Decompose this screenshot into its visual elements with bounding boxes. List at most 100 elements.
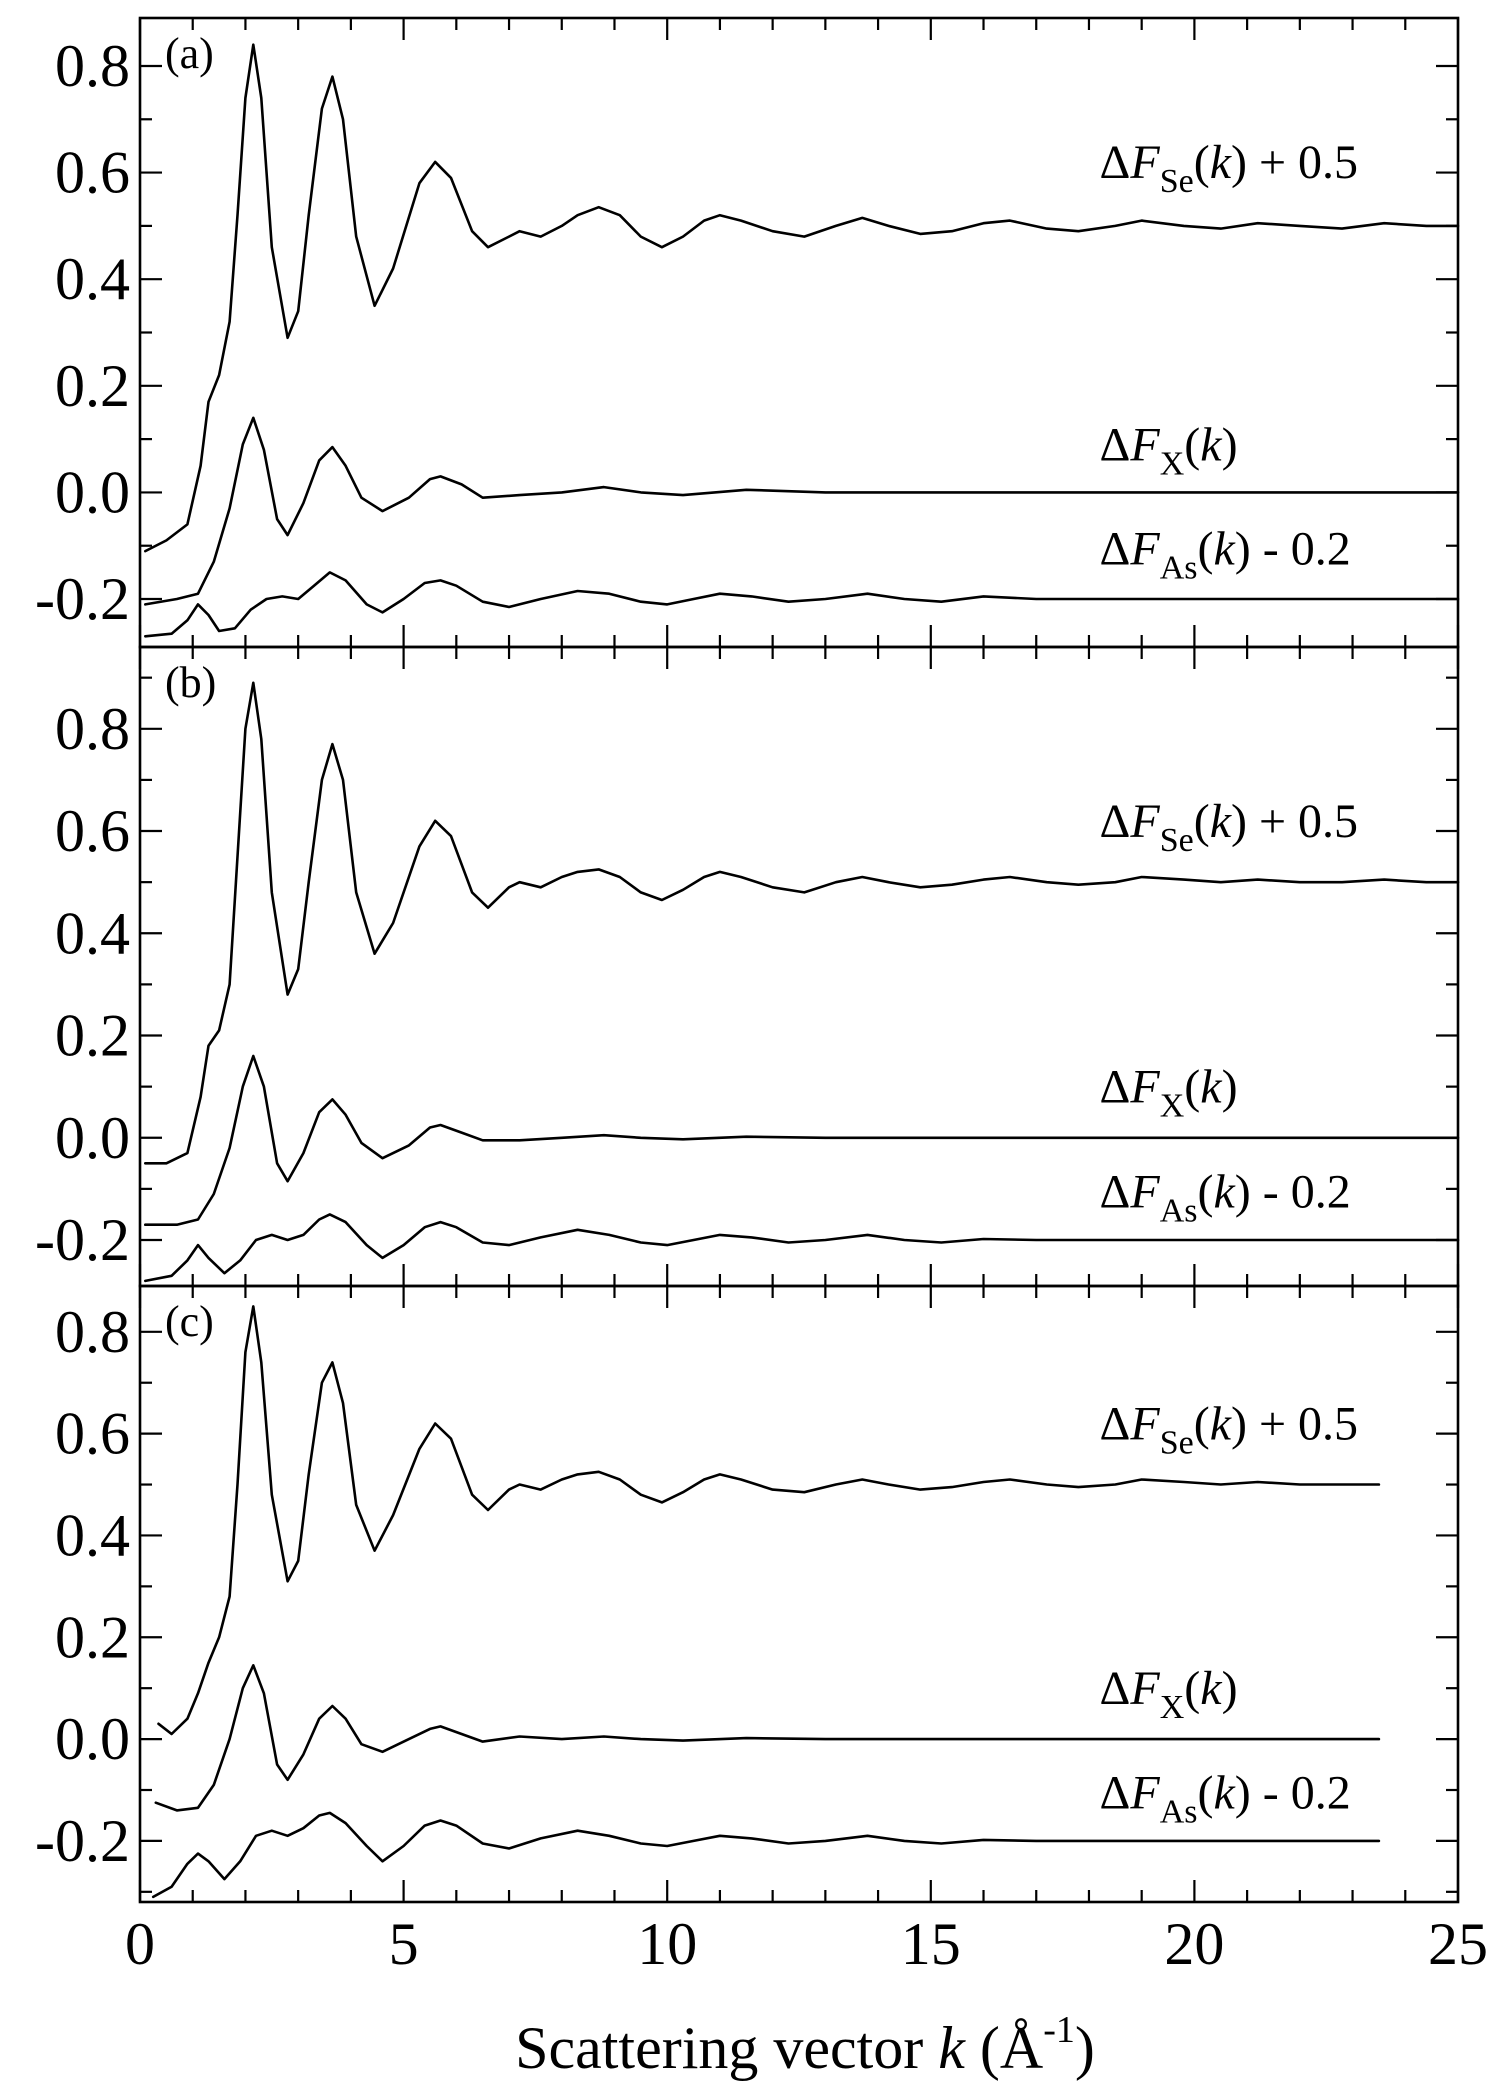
x-axis-label-units: (Å [965,2015,1043,2081]
x-tick-label: 5 [389,1911,419,1977]
series-label-arg: ) - 0.2 [1235,522,1351,575]
series-label-se: ΔFSe(k) + 0.5 [1100,1397,1359,1461]
series-line-x [154,1664,1381,1812]
series-label-main: Δ [1100,1662,1131,1715]
y-tick-label: 0.6 [55,798,130,864]
series-label-sub: X [1160,445,1185,482]
series-label-arg: ( [1198,1767,1214,1820]
x-tick-label: 0 [125,1911,155,1977]
y-tick-label: -0.2 [35,1808,130,1874]
series-label-sub: Se [1160,822,1194,859]
series-label-arg: ( [1194,1397,1210,1450]
x-axis-label-exp: -1 [1043,2009,1075,2051]
series-label-arg: k [1213,522,1236,575]
series-label-arg: ) [1222,1061,1238,1114]
series-label-main: F [1129,1061,1160,1114]
y-tick-label: 0.4 [55,900,130,966]
panel-label: (b) [165,658,216,707]
series-label-arg: k [1210,1397,1233,1450]
panels: -0.20.00.20.40.60.8 (a)ΔFSe(k) + 0.5ΔFX(k… [35,16,1488,1977]
series-line-as [144,571,1460,638]
series-label-main: Δ [1100,136,1131,189]
x-tick-label: 15 [901,1911,961,1977]
series-label-arg: k [1200,418,1223,471]
series-label-arg: k [1210,136,1233,189]
series-label-arg: ) - 0.2 [1235,1165,1351,1218]
x-axis-label-var: k [938,2015,966,2081]
series-label-sub: As [1160,1192,1198,1229]
series-label-arg: k [1213,1767,1236,1820]
series-label-main: Δ [1100,1165,1131,1218]
series-label-arg: ( [1184,418,1200,471]
series-line-x [144,416,1460,606]
series-label-se: ΔFSe(k) + 0.5 [1100,136,1359,200]
series-label-main: F [1129,136,1160,189]
series-line-se [144,43,1460,553]
panel-label: (a) [165,29,214,78]
series-label-arg: ( [1198,1165,1214,1218]
series-label-arg: ( [1194,136,1210,189]
y-tick-label: -0.2 [35,566,130,632]
series-label-arg: k [1200,1061,1223,1114]
series-label-arg: k [1200,1662,1223,1715]
series-label-sub: Se [1160,163,1194,200]
series-label-se: ΔFSe(k) + 0.5 [1100,795,1359,859]
series-label-arg: ( [1194,795,1210,848]
series-line-as [144,1213,1460,1283]
series-label-arg: ) [1222,418,1238,471]
y-tick-label: 0.4 [55,246,130,312]
series-label-arg: ( [1184,1662,1200,1715]
y-tick-label: -0.2 [35,1207,130,1273]
series-line-se [157,1305,1381,1736]
series-label-as: ΔFAs(k) - 0.2 [1100,1165,1351,1229]
series-label-arg: ) - 0.2 [1235,1767,1351,1820]
series-label-x: ΔFX(k) [1100,1662,1238,1726]
y-tick-label: 0.0 [55,1105,130,1171]
plot-frame [138,1284,1460,1904]
series-label-sub: As [1160,549,1198,586]
y-tick-label: 0.8 [55,33,130,99]
series-label-sub: Se [1160,1424,1194,1461]
series-label-main: Δ [1100,795,1131,848]
x-tick-label: 20 [1164,1911,1224,1977]
series-label-arg: ) [1222,1662,1238,1715]
series-label-main: F [1129,795,1160,848]
series-label-arg: ) + 0.5 [1231,136,1358,189]
series-label-as: ΔFAs(k) - 0.2 [1100,522,1351,586]
x-axis-label: Scattering vector k (Å-1) [515,2009,1095,2081]
y-tick-label: 0.8 [55,1299,130,1365]
series-label-main: Δ [1100,1061,1131,1114]
y-tick-label: 0.2 [55,353,130,419]
series-label-arg: k [1213,1165,1236,1218]
series-label-main: F [1129,1397,1160,1450]
series-label-sub: As [1160,1794,1198,1831]
x-axis-label-close: ) [1075,2015,1095,2081]
panel-a: -0.20.00.20.40.60.8 (a)ΔFSe(k) + 0.5ΔFX(k… [35,16,1460,649]
x-tick-label: 25 [1428,1911,1488,1977]
series-label-main: F [1129,1165,1160,1218]
series-label-sub: X [1160,1088,1185,1125]
series-label-main: F [1129,1767,1160,1820]
y-tick-label: 0.0 [55,1706,130,1772]
series-label-arg: k [1210,795,1233,848]
x-tick-label: 10 [637,1911,697,1977]
y-tick-label: 0.2 [55,1604,130,1670]
series-label-main: Δ [1100,1767,1131,1820]
series-label-arg: ( [1184,1061,1200,1114]
series-line-x [144,1054,1460,1226]
panel-label: (c) [165,1297,214,1346]
series-line-se [144,681,1460,1165]
y-tick-label: 0.2 [55,1003,130,1069]
series-label-arg: ( [1198,522,1214,575]
y-tick-label: 0.6 [55,1401,130,1467]
y-tick-label: 0.0 [55,459,130,525]
series-label-main: F [1129,418,1160,471]
series-label-main: Δ [1100,418,1131,471]
series-label-x: ΔFX(k) [1100,418,1238,482]
y-tick-label: 0.6 [55,140,130,206]
series-label-main: Δ [1100,1397,1131,1450]
series-label-arg: ) + 0.5 [1231,795,1358,848]
panel-b: -0.20.00.20.40.60.8(b)ΔFSe(k) + 0.5ΔFX(k… [35,645,1460,1288]
y-tick-label: 0.8 [55,696,130,762]
